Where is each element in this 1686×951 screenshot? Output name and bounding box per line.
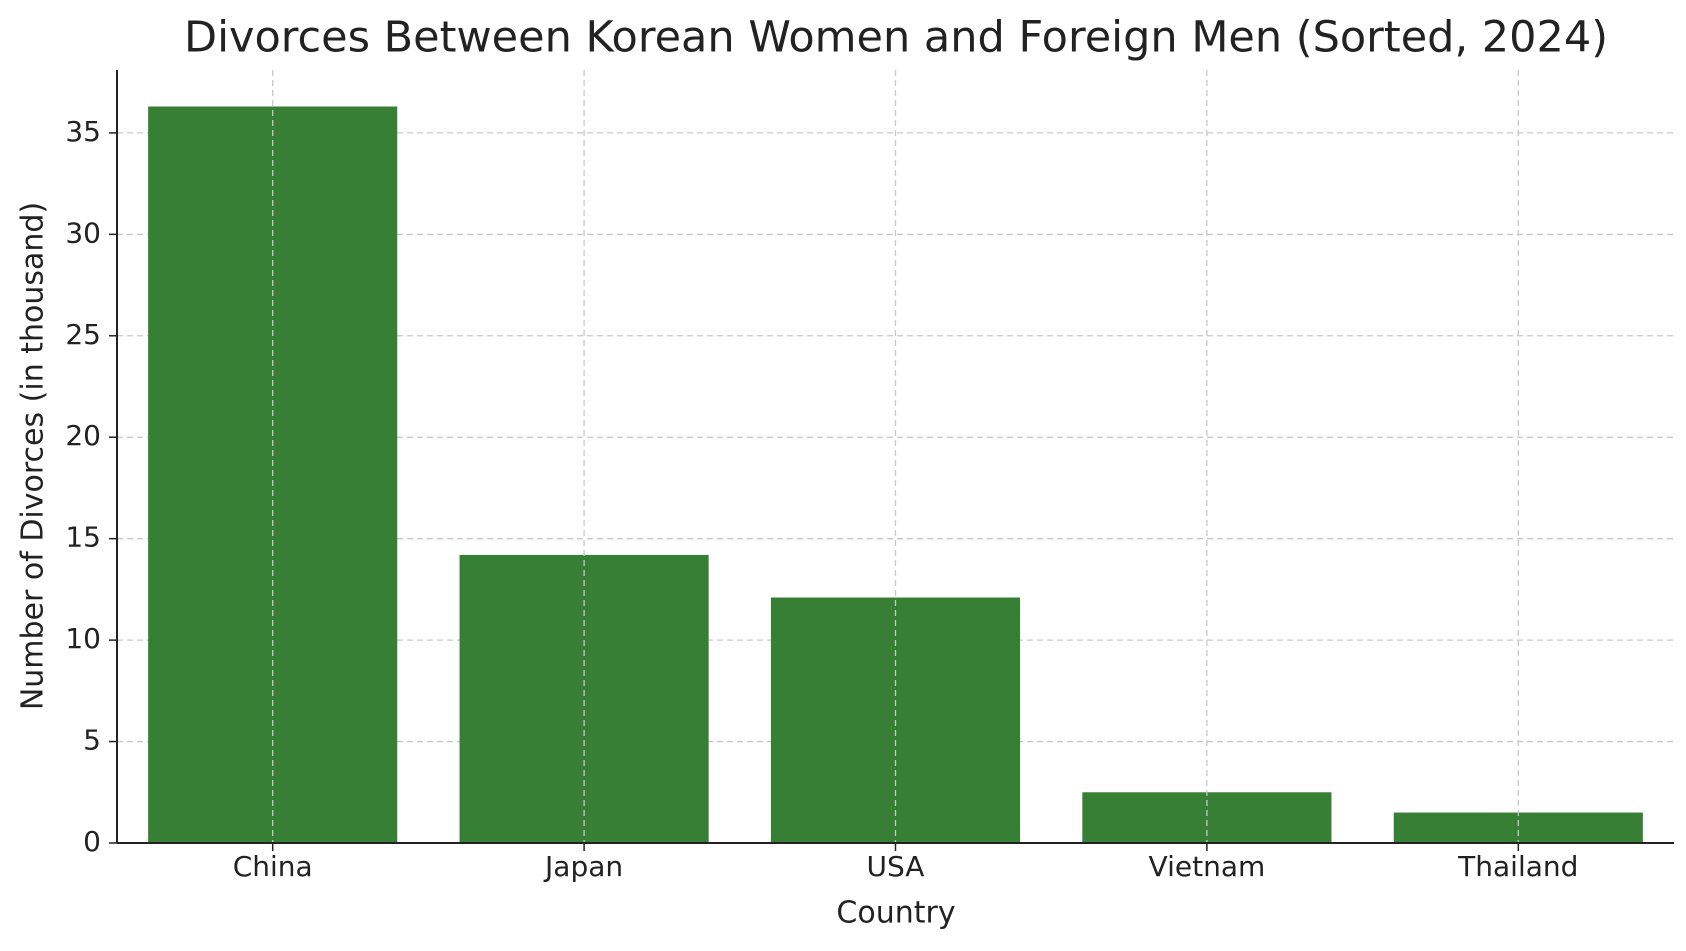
x-tick-label: USA	[867, 850, 925, 883]
bar	[1393, 812, 1643, 843]
chart-title: Divorces Between Korean Women and Foreig…	[184, 13, 1608, 63]
x-tick-label: Japan	[543, 850, 623, 883]
y-tick-label: 5	[83, 724, 101, 757]
x-tick-label: Thailand	[1457, 850, 1578, 883]
bar	[459, 554, 709, 843]
x-tick-label: Vietnam	[1149, 850, 1266, 883]
y-axis-label: Number of Divorces (in thousand)	[16, 202, 51, 710]
x-axis-label: Country	[836, 896, 955, 931]
y-tick-label: 15	[65, 521, 101, 554]
y-tick-label: 30	[65, 216, 101, 249]
y-tick-label: 10	[65, 622, 101, 655]
y-tick-label: 0	[83, 825, 101, 858]
x-tick-label: China	[233, 850, 313, 883]
y-tick-label: 20	[65, 419, 101, 452]
y-tick-label: 35	[65, 115, 101, 148]
y-tick-label: 25	[65, 318, 101, 351]
